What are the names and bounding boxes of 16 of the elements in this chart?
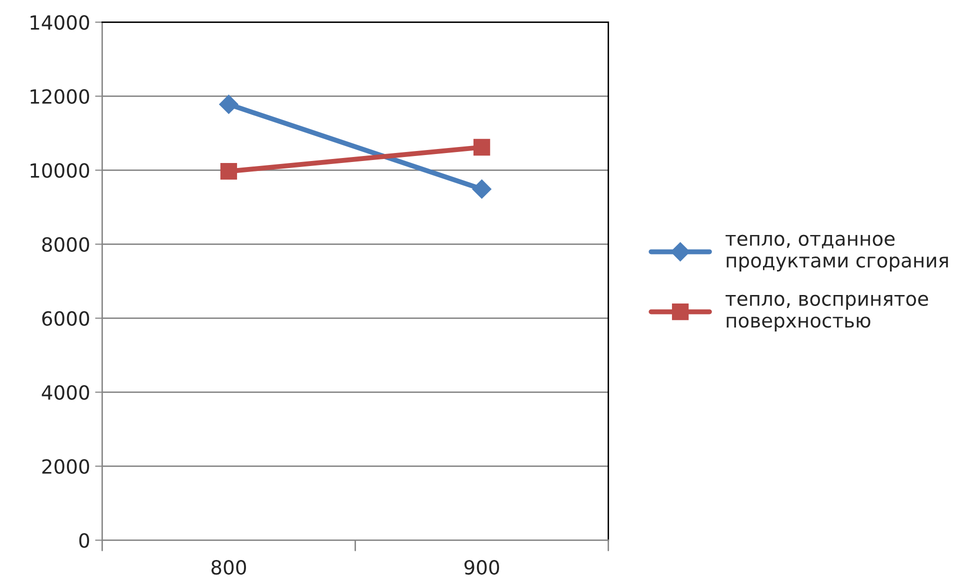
legend-label: тепло, воспринятое поверхностью [726, 294, 928, 332]
point [472, 180, 492, 199]
x-tick-label: 900 [464, 560, 500, 575]
point [220, 162, 238, 180]
point [219, 94, 238, 114]
x-tick-label: 800 [211, 560, 246, 575]
y-tick-label: 0 [79, 533, 90, 548]
y-tick-label: 6000 [42, 311, 90, 326]
y-tick-label: 2000 [42, 459, 90, 474]
y-tick-label: 8000 [42, 237, 90, 252]
y-tick-label: 10000 [30, 163, 90, 178]
point [473, 138, 490, 156]
y-tick-label: 14000 [30, 15, 90, 30]
y-tick-label: 4000 [42, 385, 90, 400]
legend-label: тепло, отданное продуктами сгорания [726, 234, 948, 272]
y-tick-label: 12000 [30, 89, 90, 104]
